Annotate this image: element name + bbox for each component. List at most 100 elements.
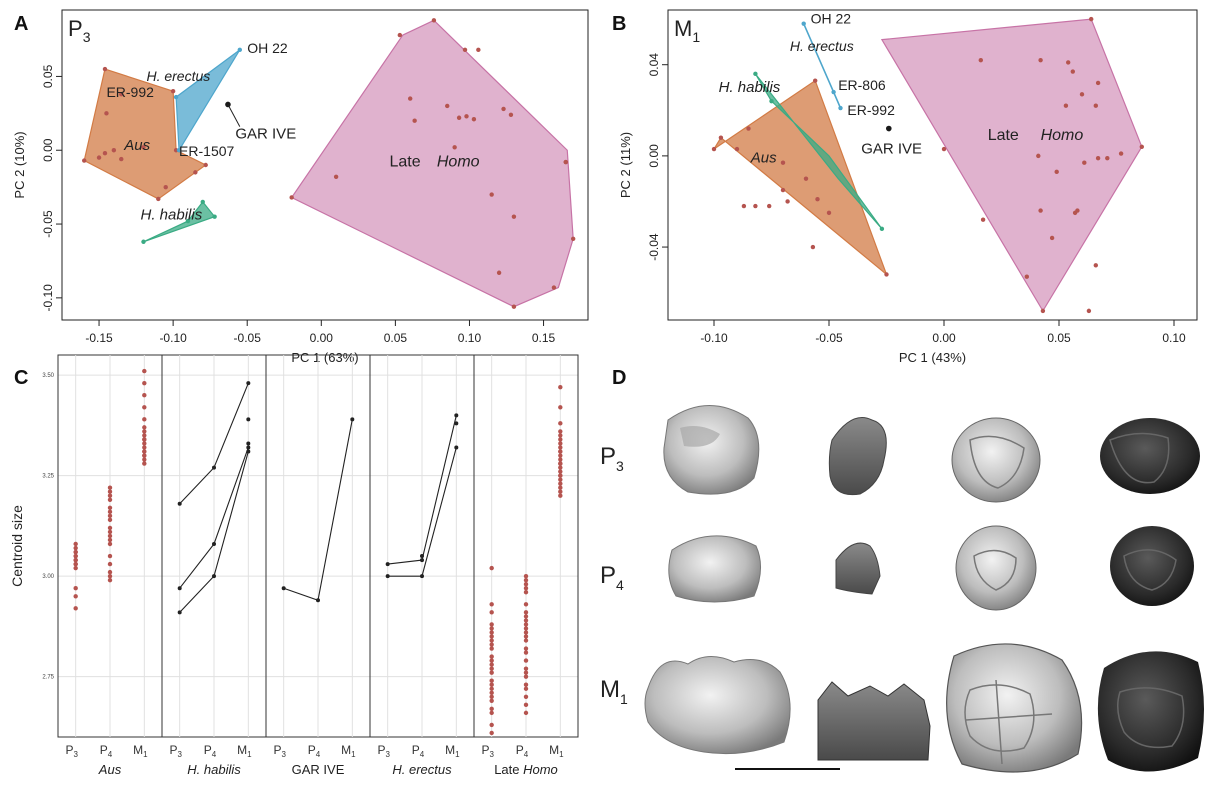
centroid-point [523, 614, 529, 619]
centroid-point [523, 634, 529, 639]
centroid-point [73, 557, 78, 563]
centroid-point [246, 417, 251, 422]
annotation-label: ER-806 [838, 77, 886, 93]
panel-letter-b: B [612, 13, 626, 35]
late_homo-point [1063, 103, 1069, 108]
centroid-point [489, 662, 494, 667]
late_homo-point [1024, 274, 1030, 279]
centroid-point [489, 565, 494, 571]
individual-point [177, 501, 182, 506]
late_homo-point [412, 118, 417, 123]
m1-lingual-view [644, 656, 791, 755]
y-tick-label: 0.04 [647, 53, 661, 77]
m1-dark-detail [1117, 687, 1185, 749]
tooth-tick-label: M1 [133, 743, 148, 759]
y-tick-label: 0.05 [41, 64, 55, 88]
centroid-point [489, 654, 494, 659]
centroid-point [107, 493, 113, 498]
late_homo-point [407, 96, 413, 101]
tooth-tick-label: P4 [516, 743, 529, 759]
centroid-point [523, 590, 529, 595]
centroid-point [558, 481, 563, 486]
individual-point [420, 558, 424, 563]
tooth-tick-label: M1 [341, 743, 356, 759]
centroid-point [73, 586, 78, 591]
aus-point [767, 203, 772, 209]
aus-point [102, 66, 108, 72]
centroid-point [142, 453, 147, 458]
centroid-point [107, 553, 113, 559]
y-tick-label: 0.00 [41, 138, 55, 162]
centroid-point [489, 638, 494, 643]
aus-point [780, 187, 786, 193]
aus-point [884, 272, 889, 277]
centroid-point [107, 573, 113, 579]
y-tick-label: 0.00 [647, 144, 661, 168]
centroid-point [489, 694, 494, 699]
erectus-point [838, 105, 843, 111]
tooth-tick-label: P4 [308, 743, 321, 759]
row-label-p4: P4 [600, 562, 624, 593]
centroid-point [107, 537, 113, 543]
x-tick-label: -0.15 [85, 331, 113, 345]
centroid-point [558, 457, 563, 462]
centroid-point [558, 421, 563, 426]
centroid-point [73, 541, 78, 547]
annotation-label: ER-992 [847, 102, 895, 118]
late_homo-point [1049, 235, 1055, 241]
centroid-point [73, 561, 78, 567]
late_homo-point [1086, 308, 1092, 314]
annotation-label: H. erectus [146, 68, 210, 84]
p3-lingual-detail [680, 426, 720, 447]
centroid-point [489, 622, 494, 627]
late_homo-point [1095, 155, 1101, 161]
centroid-point [142, 417, 147, 422]
late_homo-point [476, 47, 481, 53]
annotation-label: GAR IVE [861, 141, 922, 158]
late_homo-point [1070, 69, 1076, 74]
aus-point [711, 146, 717, 152]
x-tick-label: -0.05 [815, 331, 843, 345]
centroid-point [523, 602, 529, 607]
centroid-point [558, 441, 563, 446]
y-tick-label: 2.75 [42, 675, 54, 681]
centroid-point [523, 626, 529, 631]
centroid-point [489, 658, 494, 663]
late_homo-point [1089, 16, 1094, 22]
late_homo-point [1038, 208, 1043, 213]
individual-point [420, 574, 424, 579]
centroid-point [558, 433, 563, 438]
centroid-point [107, 505, 113, 510]
centroid-point [523, 610, 529, 615]
centroid-point [523, 573, 529, 579]
habilis-point [141, 239, 146, 244]
centroid-point [558, 437, 563, 442]
annotation-label: Homo [1041, 127, 1084, 144]
centroid-point [107, 529, 113, 535]
annotation-label: GAR IVE [235, 125, 296, 142]
aus-point [156, 196, 161, 202]
late_homo-point [445, 103, 450, 109]
aus-point [734, 146, 740, 152]
habilis-point [212, 214, 217, 219]
centroid-point [107, 569, 113, 575]
habilis-point [769, 98, 774, 104]
tooth-tick-label: M1 [445, 743, 460, 759]
late_homo-point [333, 174, 339, 180]
corner-label: P3 [68, 16, 91, 45]
centroid-point [558, 469, 563, 474]
centroid-point [142, 449, 147, 454]
centroid-point [107, 541, 113, 547]
x-tick-label: 0.00 [310, 331, 334, 345]
individual-point [246, 445, 251, 450]
late_homo-point [462, 47, 468, 53]
aus-point [203, 162, 208, 168]
habilis-point [185, 218, 191, 224]
x-tick-label: -0.05 [234, 331, 262, 345]
centroid-point [107, 525, 113, 531]
panel-b-scatter: -0.10 -0.05 0.00 0.05 0.10 -0.04 0.00 0.04 PC 1 … [618, 9, 1198, 365]
centroid-point [489, 666, 494, 671]
late_homo-point [1075, 208, 1080, 213]
centroid-point [558, 429, 563, 434]
aus-point [815, 196, 820, 202]
